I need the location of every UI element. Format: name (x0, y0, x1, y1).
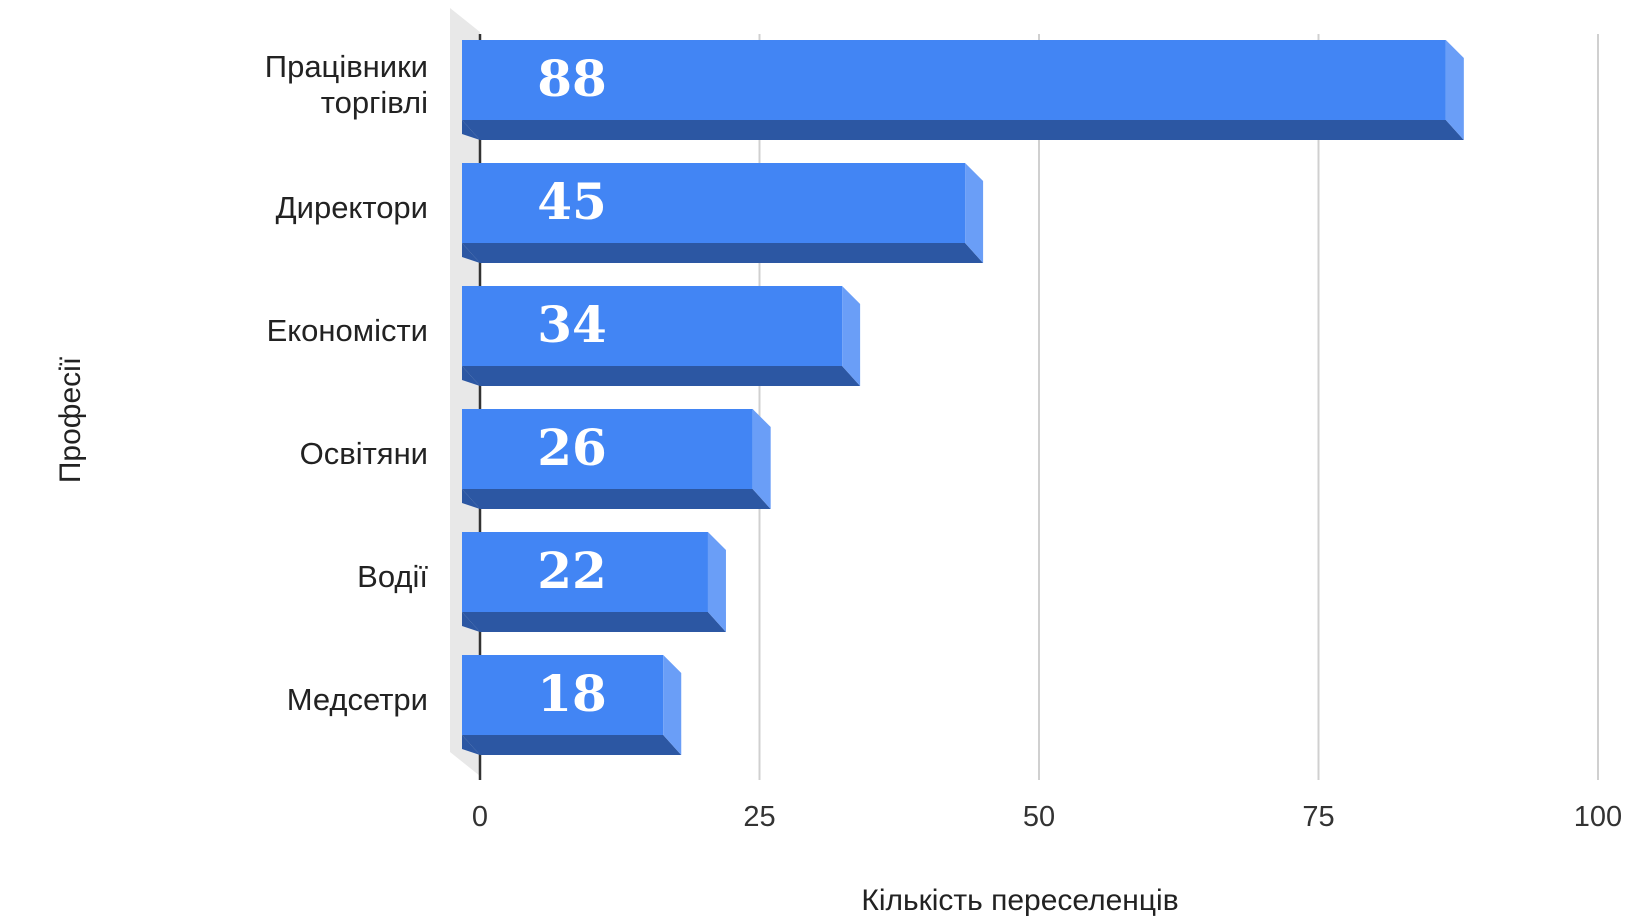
category-label: Освітяни (300, 436, 428, 471)
bar-front (462, 40, 1446, 120)
bar-side (1445, 40, 1464, 140)
category-label: Медсетри (287, 682, 428, 717)
data-label: 34 (537, 295, 607, 354)
data-label: 26 (537, 418, 607, 477)
x-tick-labels: 0 25 50 75 100 (472, 801, 1622, 833)
bar (462, 163, 984, 263)
bar-corner (462, 243, 480, 263)
bar-front (462, 532, 708, 612)
bar (462, 409, 771, 509)
bar-bottom (462, 612, 726, 632)
bar (462, 286, 861, 386)
bar-bottom (462, 489, 771, 509)
category-label: торгівлі (321, 85, 428, 120)
category-label: Економісти (267, 313, 428, 348)
x-tick-label: 50 (1023, 801, 1055, 833)
bars: 88 45 34 26 22 18 (462, 40, 1464, 755)
x-axis-title: Кількість переселенців (861, 884, 1178, 917)
x-tick-label: 0 (472, 801, 488, 833)
bar-side (752, 409, 771, 509)
bar-corner (462, 366, 480, 386)
bar (462, 532, 726, 632)
y-axis-title: Професії (54, 356, 87, 483)
bar-bottom (462, 120, 1464, 140)
x-tick-label: 25 (743, 801, 775, 833)
x-tick-label: 100 (1574, 801, 1622, 833)
bar-side (707, 532, 726, 632)
bar-corner (462, 489, 480, 509)
bar-side (965, 163, 984, 263)
data-label: 18 (537, 664, 607, 723)
category-label: Водії (357, 559, 428, 594)
bar-side (842, 286, 861, 386)
x-tick-label: 75 (1302, 801, 1334, 833)
bar-side (663, 655, 682, 755)
bar-front (462, 163, 966, 243)
bar-bottom (462, 366, 861, 386)
bar-bottom (462, 243, 984, 263)
bar-corner (462, 735, 480, 755)
bar (462, 655, 682, 755)
data-label: 45 (537, 172, 607, 231)
bar-bottom (462, 735, 682, 755)
category-label: Працівники (265, 49, 428, 84)
data-label: 88 (537, 49, 607, 108)
bar-corner (462, 120, 480, 140)
bar (462, 40, 1464, 140)
category-label: Директори (276, 190, 428, 225)
data-label: 22 (537, 541, 607, 600)
bar-front (462, 409, 753, 489)
bar-corner (462, 612, 480, 632)
bar-front (462, 286, 843, 366)
bar-front (462, 655, 664, 735)
